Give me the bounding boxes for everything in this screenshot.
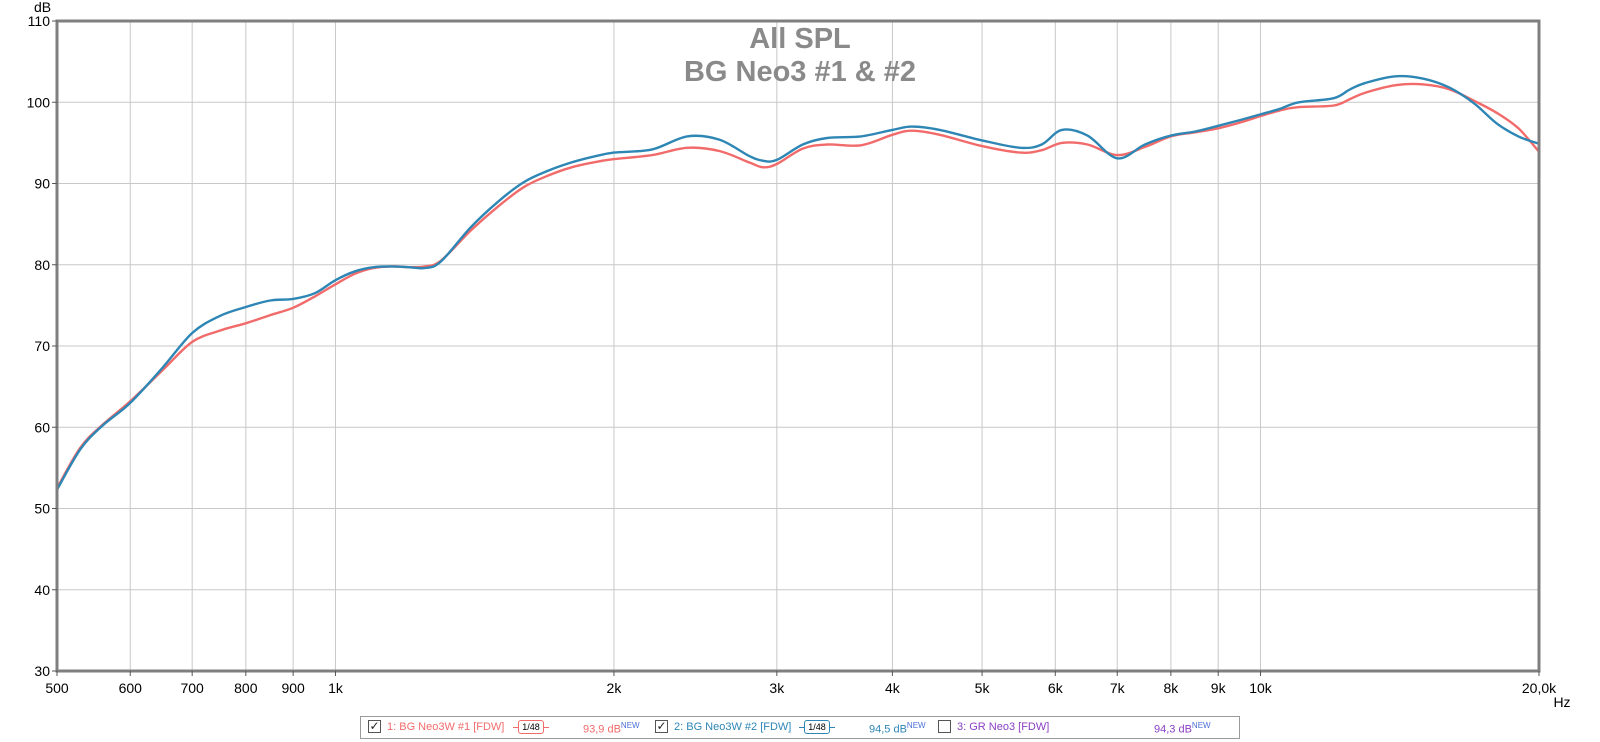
x-tick-label: 9k [1211,680,1227,696]
chart-subtitle: BG Neo3 #1 & #2 [684,56,916,88]
chart-title: All SPL [749,23,851,55]
x-tick-label: 600 [119,680,143,696]
x-tick-label: 2k [607,680,623,696]
legend-checkbox-1[interactable]: ✓ [368,719,381,733]
level-tag-2: NEW [906,721,926,730]
series-group [55,74,1540,491]
smoothing-button-1[interactable]: 1/48 [518,720,544,734]
x-tick-label: 700 [180,680,204,696]
legend-level-1: 93,9 dBNEW [583,721,640,736]
y-axis-label: dB [34,0,51,15]
legend-label-2: 2: BG Neo3W #2 [FDW] [674,721,792,733]
y-tick-label: 70 [34,338,50,354]
legend-label-3: 3: GR Neo3 [FDW] [957,721,1050,733]
legend-level-3: 94,3 dBNEW [1154,721,1211,736]
legend-level-2: 94,5 dBNEW [869,721,926,736]
series-line-2 [55,74,1540,491]
y-tick-label: 40 [34,582,50,598]
y-tick-label: 30 [34,663,50,679]
y-tick-label: 110 [28,13,51,29]
x-tick-label: 8k [1163,680,1179,696]
x-tick-label: 3k [769,680,785,696]
y-tick-label: 100 [27,94,51,110]
spl-chart: 500 600 700 800 900 1k 2k 3k 4k 5k 6k 7k 8k 9k 10k 20,0… [0,0,1600,716]
y-tick-label: 90 [34,176,50,192]
x-tick-label: 20,0k [1522,680,1557,696]
smoothing-button-2[interactable]: 1/48 [804,720,830,734]
ticks: 500 600 700 800 900 1k 2k 3k 4k 5k 6k 7k 8k 9k 10k 20,0… [27,13,1557,696]
y-tick-label: 60 [34,419,50,435]
x-tick-label: 10k [1249,680,1273,696]
series-line-1 [55,82,1540,489]
x-tick-label: 1k [328,680,344,696]
y-tick-label: 80 [34,257,50,273]
level-tag-3: NEW [1191,721,1211,730]
x-tick-label: 500 [45,680,69,696]
legend-checkbox-3[interactable] [938,720,951,733]
plot-background [0,0,1600,716]
x-tick-label: 800 [234,680,258,696]
y-tick-label: 50 [34,501,50,517]
x-tick-label: 7k [1110,680,1126,696]
x-axis-unit: Hz [1553,694,1570,710]
level-tag-1: NEW [620,721,640,730]
x-tick-label: 6k [1048,680,1064,696]
legend-label-1: 1: BG Neo3W #1 [FDW] [387,721,505,733]
x-tick-label: 900 [281,680,305,696]
legend-checkbox-2[interactable]: ✓ [655,719,668,733]
x-tick-label: 4k [885,680,901,696]
legend: ✓ 1: BG Neo3W #1 [FDW] 1/48 93,9 dBNEW ✓… [360,716,1240,739]
x-tick-label: 5k [975,680,991,696]
